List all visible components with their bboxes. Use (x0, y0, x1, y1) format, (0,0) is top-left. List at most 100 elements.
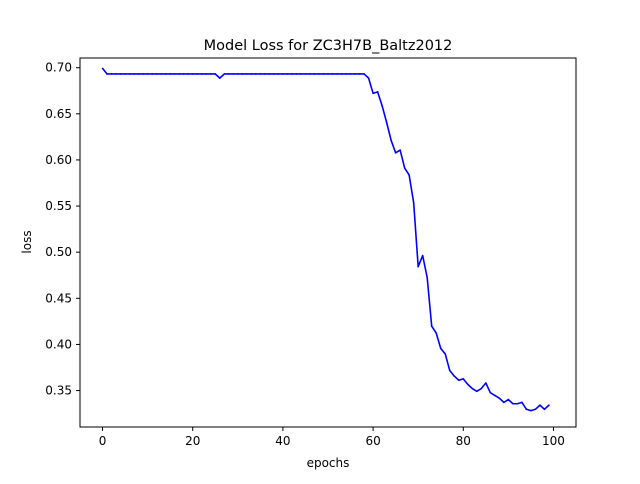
loss-data-point (543, 408, 546, 411)
loss-data-point (340, 73, 343, 75)
loss-data-point (282, 73, 284, 75)
loss-data-point (430, 325, 433, 327)
loss-data-point (151, 73, 153, 75)
loss-data-point (435, 332, 438, 334)
loss-data-point (476, 390, 478, 393)
loss-data-point (115, 73, 117, 75)
loss-data-point (304, 73, 307, 75)
loss-data-point (268, 73, 271, 75)
loss-data-point (525, 408, 528, 411)
loss-data-point (119, 73, 122, 75)
y-tick-label: 0.60 (45, 153, 72, 167)
loss-data-point (169, 73, 171, 75)
loss-series-line (101, 67, 550, 412)
loss-data-point (250, 73, 253, 75)
loss-data-point (223, 73, 226, 75)
loss-data-point (286, 73, 289, 75)
x-tick-label: 100 (542, 434, 565, 448)
x-tick-label: 40 (275, 434, 290, 448)
loss-data-point (363, 73, 365, 75)
loss-data-point (336, 73, 338, 75)
loss-data-point (232, 73, 235, 75)
loss-data-point (218, 77, 221, 79)
y-axis-label: loss (20, 230, 34, 253)
loss-data-point (349, 73, 352, 75)
loss-data-point (106, 73, 108, 75)
loss-data-point (259, 73, 262, 75)
loss-data-point (142, 73, 144, 75)
loss-data-point (209, 73, 212, 75)
loss-data-point (160, 73, 162, 75)
x-tick-label: 60 (365, 434, 380, 448)
loss-data-point (228, 73, 230, 75)
loss-data-point (128, 73, 131, 75)
loss-data-point (480, 387, 483, 390)
loss-data-point (503, 401, 505, 404)
loss-data-point (385, 121, 388, 124)
loss-data-point (512, 402, 514, 405)
y-tick-label: 0.65 (45, 107, 72, 121)
x-tick-label: 80 (456, 434, 471, 448)
loss-data-point (146, 73, 149, 75)
y-tick-label: 0.50 (45, 245, 72, 259)
loss-data-point (444, 353, 447, 355)
loss-data-point (403, 167, 406, 169)
y-tick-label: 0.70 (45, 61, 72, 75)
loss-data-point (322, 73, 325, 75)
y-tick-label: 0.55 (45, 199, 72, 213)
loss-data-point (196, 73, 199, 75)
y-tick-label: 0.40 (45, 337, 72, 351)
loss-data-point (187, 73, 190, 75)
x-tick-label: 20 (185, 434, 200, 448)
loss-data-point (453, 375, 456, 377)
loss-data-point (462, 378, 465, 380)
loss-data-point (485, 382, 487, 384)
loss-data-point (327, 73, 329, 75)
loss-data-point (133, 73, 135, 75)
loss-data-point (494, 394, 496, 397)
loss-data-point (155, 73, 158, 75)
loss-data-point (367, 77, 370, 79)
loss-data-point (173, 73, 176, 75)
loss-data-point (471, 387, 474, 390)
loss-data-point (313, 73, 316, 75)
loss-data-point (178, 73, 180, 75)
loss-data-point (318, 73, 320, 75)
loss-data-point (421, 254, 424, 257)
y-tick-label: 0.35 (45, 384, 72, 398)
loss-data-point (237, 73, 239, 75)
loss-data-point (390, 139, 392, 142)
loss-data-point (498, 397, 501, 400)
loss-data-point (448, 369, 451, 372)
loss-data-point (381, 104, 383, 107)
x-tick-label: 0 (99, 434, 107, 448)
plot-frame (79, 57, 577, 428)
loss-data-point (439, 347, 442, 350)
loss-data-point (408, 174, 410, 176)
loss-data-point (300, 73, 302, 75)
loss-data-point (426, 276, 429, 279)
loss-data-point (412, 201, 415, 204)
loss-data-point (372, 92, 374, 95)
x-axis-label: epochs (307, 456, 350, 470)
loss-data-point (376, 91, 379, 93)
loss-data-point (466, 383, 469, 386)
loss-data-point (264, 73, 266, 75)
chart-title: Model Loss for ZC3H7B_Baltz2012 (204, 38, 453, 54)
loss-data-point (101, 67, 104, 70)
loss-data-point (539, 404, 541, 406)
plot-layer: 0 20 40 60 80 100 0.35 0.40 0.45 0.50 0.55 0.60 0.65… (45, 61, 565, 448)
loss-data-point (331, 73, 334, 75)
loss-data-point (182, 73, 185, 75)
loss-data-point (399, 149, 401, 151)
loss-data-point (534, 408, 537, 411)
loss-data-point (200, 73, 203, 75)
loss-data-point (110, 73, 113, 75)
loss-data-point (417, 265, 419, 268)
loss-data-point (489, 391, 492, 394)
loss-data-point (205, 73, 208, 75)
y-tick-label: 0.45 (45, 291, 72, 305)
loss-data-point (164, 73, 167, 75)
